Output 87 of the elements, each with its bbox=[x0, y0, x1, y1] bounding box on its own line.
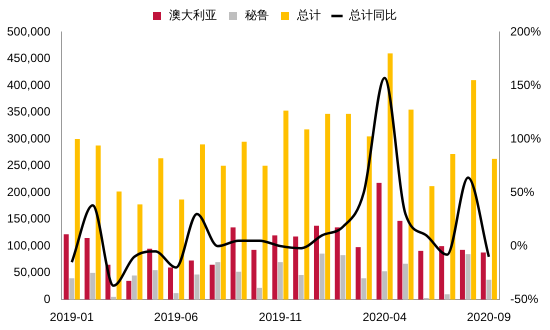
bar bbox=[408, 110, 414, 300]
bar bbox=[439, 246, 444, 300]
bar bbox=[111, 296, 116, 300]
bar bbox=[200, 144, 205, 300]
bar bbox=[132, 276, 137, 300]
bar bbox=[376, 182, 382, 300]
y-tick-label: 0 bbox=[44, 292, 51, 306]
bar bbox=[466, 254, 471, 300]
bar bbox=[346, 114, 351, 300]
y-tick-label: 300,000 bbox=[6, 131, 51, 146]
bar bbox=[168, 267, 174, 300]
bar bbox=[460, 250, 465, 300]
bar bbox=[382, 271, 388, 300]
bar bbox=[69, 278, 74, 300]
bar bbox=[298, 274, 304, 300]
y2-tick-label: 150% bbox=[510, 78, 542, 92]
bar bbox=[320, 254, 325, 300]
y-tick-label: 250,000 bbox=[6, 158, 51, 172]
bar bbox=[304, 129, 310, 300]
bar bbox=[444, 294, 450, 300]
legend-label: 总计同比 bbox=[348, 8, 397, 22]
legend-label: 澳大利亚 bbox=[169, 8, 217, 22]
bar bbox=[418, 250, 424, 300]
bar bbox=[325, 114, 330, 300]
bar bbox=[179, 200, 184, 300]
y-tick-label: 100,000 bbox=[6, 238, 51, 252]
bar bbox=[340, 255, 346, 300]
bar bbox=[210, 264, 215, 300]
bar bbox=[450, 154, 456, 300]
bar bbox=[96, 145, 101, 300]
y-tick-label: 400,000 bbox=[6, 78, 51, 92]
bar bbox=[397, 220, 402, 300]
bar bbox=[74, 139, 80, 300]
y2-tick-label: 100% bbox=[510, 131, 542, 146]
bar bbox=[480, 252, 486, 300]
x-tick-label: 2019-11 bbox=[258, 310, 302, 324]
bar bbox=[492, 158, 497, 300]
bar bbox=[174, 293, 179, 300]
bar bbox=[188, 260, 194, 300]
bar bbox=[194, 274, 200, 300]
bar bbox=[230, 227, 236, 300]
x-tick-label: 2020-09 bbox=[466, 310, 512, 324]
x-tick-label: 2019-06 bbox=[154, 310, 198, 324]
legend-label: 总计 bbox=[296, 8, 321, 22]
y2-tick-label: 0% bbox=[510, 238, 528, 252]
y2-tick-label: -50% bbox=[510, 292, 539, 306]
bar bbox=[137, 204, 142, 300]
bar bbox=[361, 278, 366, 300]
y-tick-label: 200,000 bbox=[6, 184, 51, 199]
bar bbox=[215, 262, 220, 300]
bar bbox=[152, 270, 158, 300]
bar bbox=[256, 288, 262, 300]
bar bbox=[471, 80, 476, 300]
bar bbox=[486, 280, 492, 300]
bar bbox=[64, 234, 69, 300]
bar bbox=[293, 236, 298, 300]
legend-label: 秘鲁 bbox=[245, 8, 269, 22]
bar bbox=[126, 280, 132, 300]
line-series bbox=[70, 76, 490, 287]
y-tick-label: 350,000 bbox=[6, 104, 51, 119]
y-tick-label: 500,000 bbox=[6, 24, 51, 38]
bar bbox=[429, 186, 434, 300]
bar bbox=[220, 166, 226, 300]
bar bbox=[242, 142, 247, 300]
bar bbox=[334, 227, 340, 300]
bar bbox=[116, 191, 122, 300]
bar bbox=[158, 158, 164, 300]
bar bbox=[262, 166, 268, 300]
x-tick-label: 2019-01 bbox=[50, 310, 94, 324]
bar bbox=[283, 110, 288, 300]
bar bbox=[251, 250, 256, 300]
y2-tick-label: 200% bbox=[510, 24, 542, 38]
bar bbox=[90, 272, 96, 300]
y2-tick-label: 50% bbox=[510, 184, 535, 199]
bar bbox=[356, 247, 361, 300]
bar bbox=[147, 248, 152, 300]
bar bbox=[84, 238, 90, 300]
x-tick-label: 2020-04 bbox=[362, 310, 407, 324]
y-tick-label: 450,000 bbox=[6, 51, 51, 66]
bar bbox=[272, 235, 278, 300]
bar bbox=[314, 226, 319, 300]
bar bbox=[388, 53, 393, 300]
bar bbox=[402, 264, 408, 300]
bar bbox=[236, 272, 242, 300]
y-tick-label: 150,000 bbox=[6, 212, 51, 226]
bar bbox=[278, 262, 283, 300]
y-tick-label: 50,000 bbox=[14, 265, 51, 280]
